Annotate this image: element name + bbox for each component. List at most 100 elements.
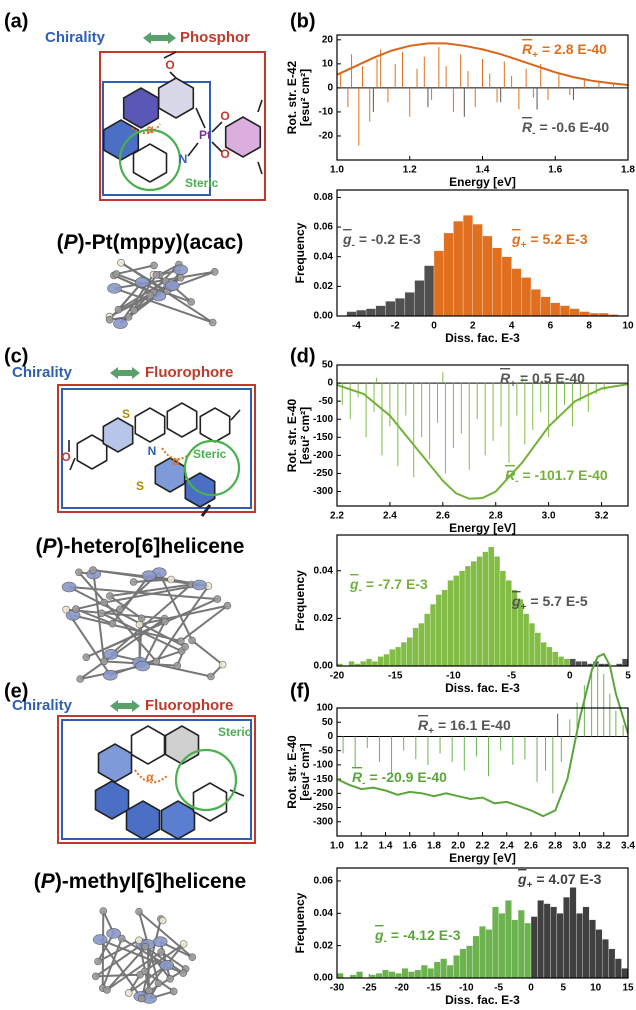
atom-label: S	[122, 407, 130, 421]
plot-frame	[336, 867, 629, 979]
scheme-right-word: Fluorophore	[145, 364, 233, 381]
histogram-bar	[424, 265, 435, 317]
x-tick-label: 2.4	[383, 511, 397, 522]
double-arrow	[110, 367, 140, 379]
histogram-bar	[556, 913, 564, 979]
annotation-subscript: +	[428, 726, 434, 737]
histogram-bar	[530, 916, 538, 979]
steric-circle	[174, 748, 238, 812]
x-tick-label: -4	[352, 321, 361, 332]
histogram-bar	[407, 971, 415, 979]
histogram-bar	[365, 308, 376, 317]
histogram-bar	[485, 929, 493, 979]
panel-label: (e)	[4, 680, 28, 702]
histogram-bar	[540, 642, 547, 667]
histogram-bar	[414, 280, 425, 317]
atom-label: O	[220, 147, 229, 161]
annotation-text: = 16.1 E-40	[438, 717, 511, 733]
histogram-bar	[569, 887, 577, 979]
histogram-bar	[621, 968, 629, 979]
angle-label: α	[146, 122, 154, 136]
y-tick-label: 20	[322, 34, 334, 45]
x-tick-label: 0	[431, 321, 437, 332]
histogram-bar	[459, 948, 467, 979]
histogram-bar	[614, 958, 622, 979]
steric-label: Steric	[185, 176, 219, 190]
atom	[107, 283, 122, 294]
annotation: R+ = 0.5 E-40	[500, 370, 585, 390]
atom	[117, 258, 125, 267]
histogram-bar	[569, 658, 576, 667]
panel-label: (f)	[290, 680, 310, 702]
atom	[112, 270, 121, 278]
histogram-bar	[575, 661, 582, 667]
x-tick-label: 1.8	[621, 165, 635, 176]
x-tick-label: 2.6	[524, 841, 538, 852]
bond	[160, 951, 187, 970]
histogram-bar	[558, 656, 565, 667]
name-part: (	[57, 231, 64, 254]
chart: -4 -2 0 2 4 6 8 10 0.00 0.02 0.04 0.06 0.08 Diss. fac…	[293, 189, 634, 345]
annotation-symbol: R	[352, 769, 363, 785]
histogram-bar	[412, 627, 419, 667]
panel-label: (d)	[290, 345, 316, 367]
annotation-text: = 5.2 E-3	[530, 231, 587, 247]
x-tick-label: 0	[567, 671, 573, 682]
envelope-curve	[336, 383, 629, 500]
annotation-subscript: -	[515, 476, 518, 487]
y-tick-label: 100	[316, 703, 333, 714]
name-part: P	[41, 870, 56, 893]
x-tick-label: 3.2	[597, 841, 611, 852]
atom	[116, 605, 124, 614]
annotation-subscript: +	[532, 50, 538, 61]
scheme-drawings	[57, 32, 266, 1004]
bond	[257, 99, 263, 113]
histogram-bar	[479, 926, 486, 979]
ring	[224, 116, 262, 158]
y-axis-label: [esu² cm²]	[298, 69, 312, 126]
bond	[106, 943, 149, 991]
atom	[218, 660, 227, 669]
compound-name: (P)-Pt(mppy)(acac)	[57, 231, 244, 254]
bond	[116, 264, 155, 276]
atom	[103, 648, 119, 660]
bond	[99, 938, 143, 1000]
y-tick-label: -10	[319, 107, 334, 118]
x-tick-label: 2.8	[489, 511, 503, 522]
x-tick-label: 2.6	[436, 511, 450, 522]
atom	[103, 986, 111, 994]
histogram-bar	[446, 964, 454, 979]
histogram-bar	[579, 311, 590, 317]
histogram-bar	[581, 661, 588, 667]
histogram-bar	[552, 651, 559, 667]
x-tick-label: -10	[459, 983, 474, 994]
atom	[210, 267, 219, 276]
x-axis-label: Energy [eV]	[449, 521, 516, 535]
histogram-bar	[499, 570, 506, 667]
atom	[82, 653, 91, 662]
x-tick-label: 2.2	[476, 841, 490, 852]
annotation-subscript: +	[521, 240, 527, 251]
name-part: )-Pt(mppy)(acac)	[78, 231, 244, 254]
histogram-bar	[346, 311, 357, 317]
atom	[61, 581, 77, 593]
atom	[99, 907, 108, 915]
annotation: g+ = 5.7 E-5	[511, 593, 588, 613]
annotation-subscript: +	[510, 379, 516, 390]
annotation-subscript: -	[532, 128, 535, 139]
atom-label: Pt	[199, 128, 211, 142]
annotation-text: = 5.7 E-5	[530, 593, 587, 609]
atom	[92, 934, 108, 945]
x-tick-label: -2	[391, 321, 400, 332]
scheme-right-word: Phosphor	[180, 29, 250, 46]
atom	[75, 568, 83, 577]
histogram-bar	[371, 661, 378, 667]
histogram-bar	[505, 580, 512, 667]
x-axis-label: Energy [eV]	[449, 175, 516, 189]
atom	[169, 987, 178, 996]
atom	[135, 907, 143, 916]
annotation-text: = 0.5 E-40	[520, 370, 585, 386]
annotation: g- = -0.2 E-3	[342, 231, 421, 251]
atom	[100, 657, 108, 666]
name-part: P	[43, 535, 58, 558]
